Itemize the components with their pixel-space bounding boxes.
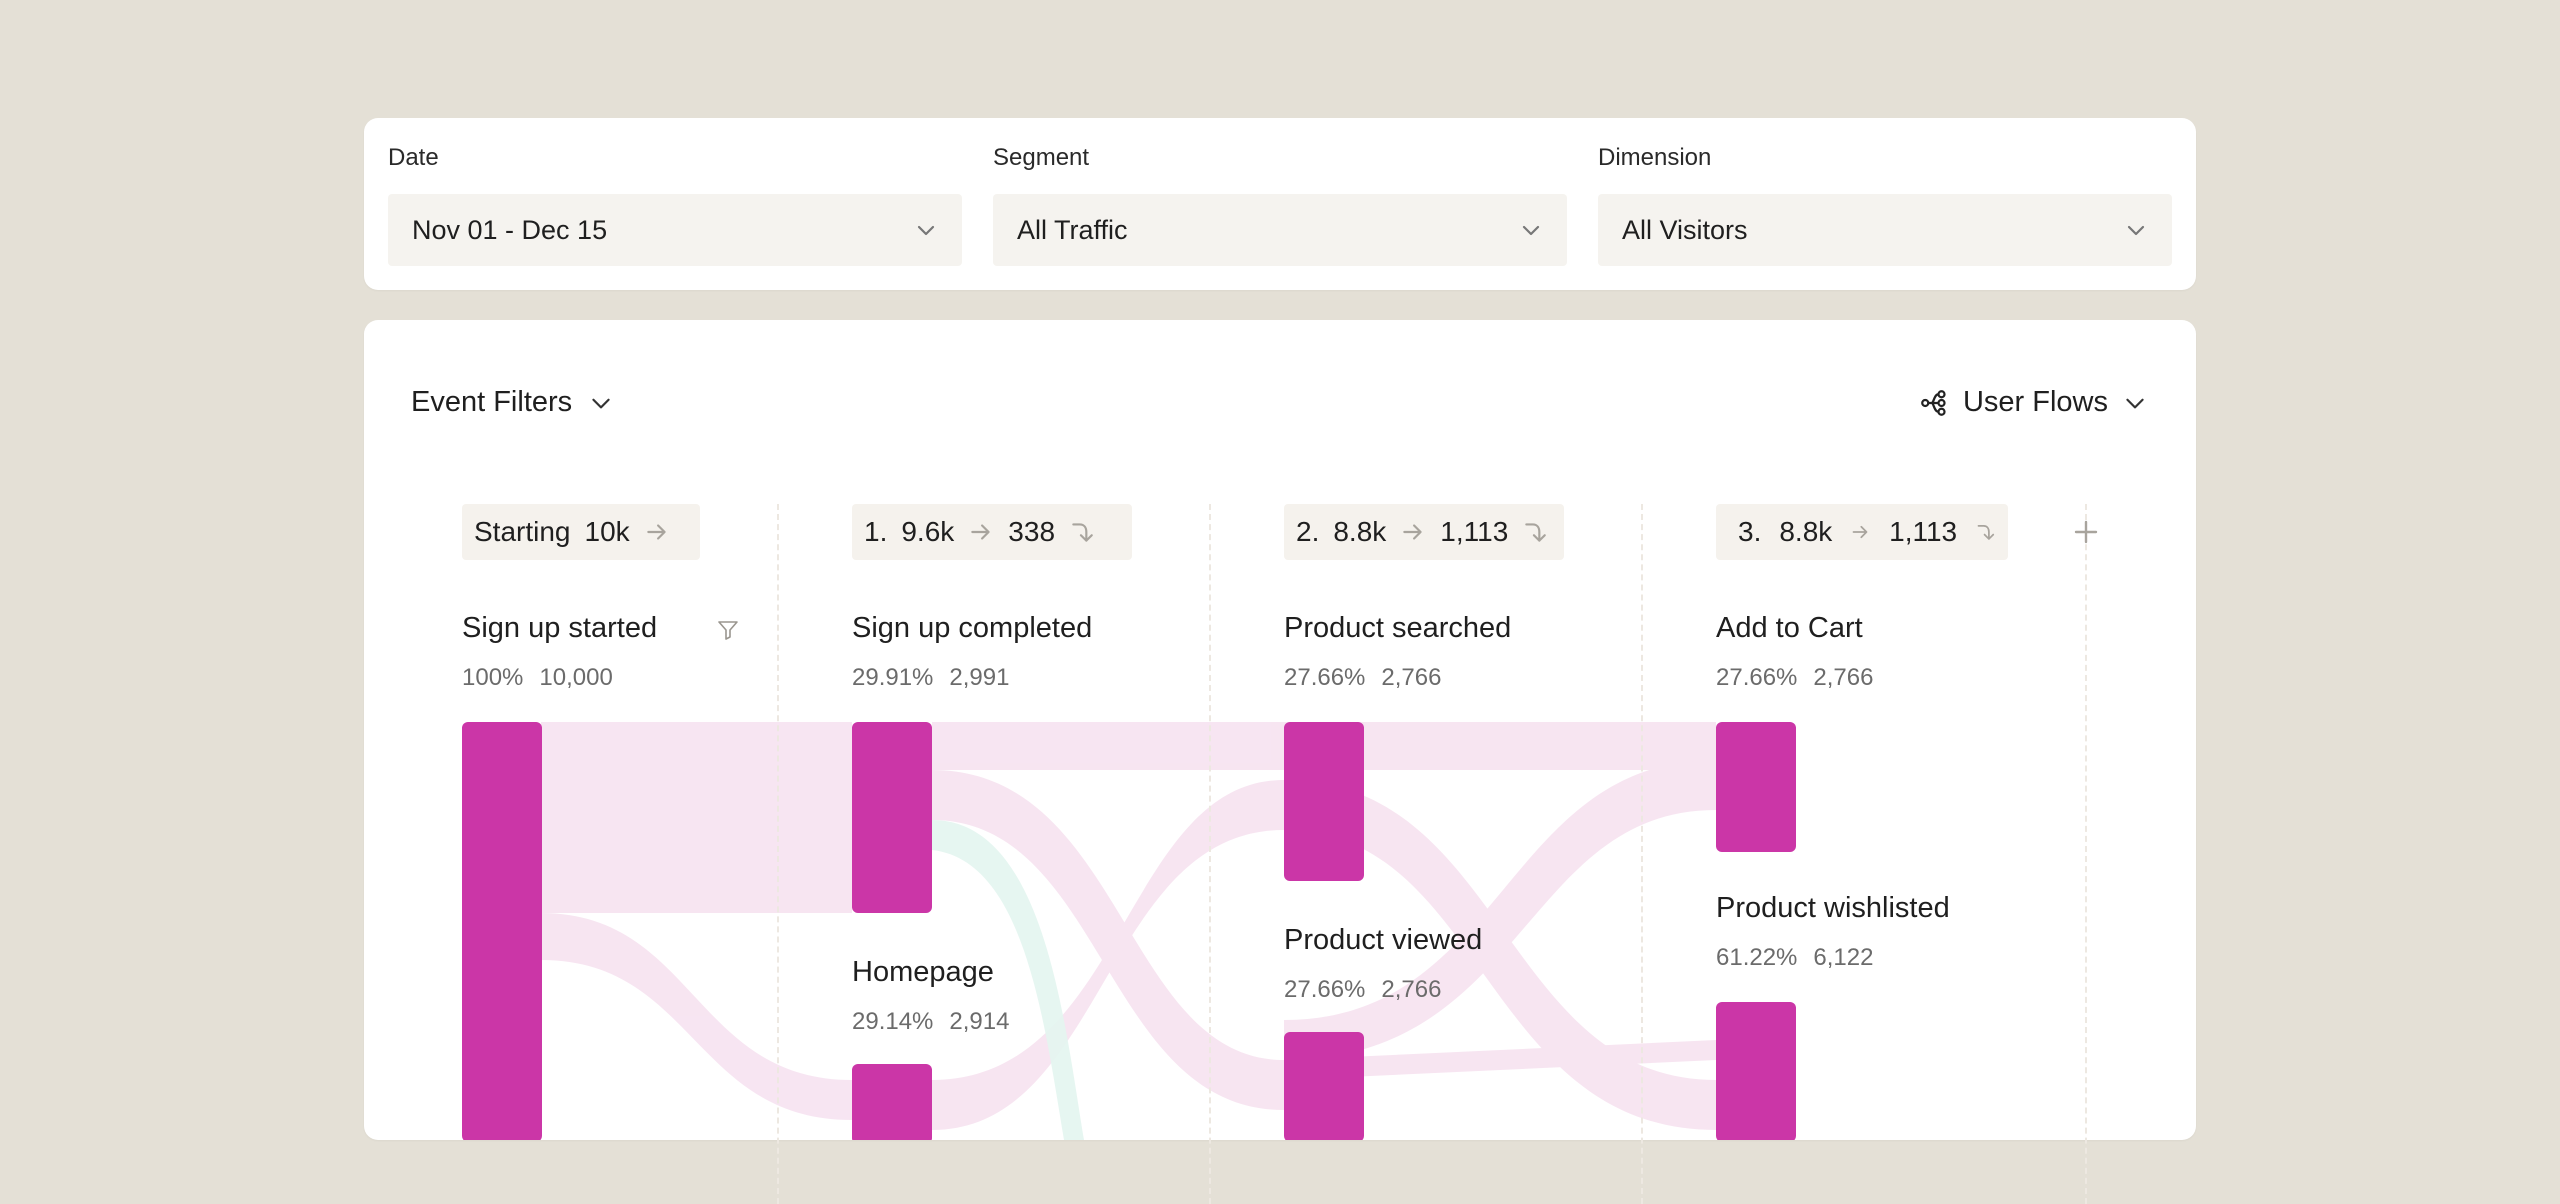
node-title-sign-up-started: Sign up started [462, 612, 658, 644]
dropoff-arrow-icon [1977, 525, 1995, 540]
plus-icon[interactable] [2064, 510, 2108, 554]
node-pct: 29.91% [852, 664, 934, 691]
arrow-right-icon [646, 524, 666, 540]
filters-panel: Date Nov 01 - Dec 15 Segment All Traffic… [364, 118, 2196, 290]
node-title-product-viewed: Product viewed [1284, 924, 1483, 956]
node-stats-product-wishlisted: 61.22% 6,122 [1716, 944, 1873, 972]
node-title-product-wishlisted: Product wishlisted [1716, 892, 1950, 924]
date-label: Date [388, 144, 439, 171]
step-pill-starting[interactable]: Starting 10k [462, 504, 700, 560]
node-count: 2,766 [1381, 976, 1442, 1003]
step-count: 10k [584, 516, 630, 547]
dimension-select[interactable]: All Visitors [1598, 194, 2172, 266]
arrow-right-icon [1852, 525, 1868, 539]
step-dropoff: 338 [1008, 516, 1056, 547]
step-index: 2. [1296, 516, 1320, 547]
node-bar-product-searched[interactable] [1284, 722, 1364, 881]
step-index: Starting [474, 516, 571, 547]
node-stats-product-searched: 27.66% 2,766 [1284, 664, 1441, 692]
flow-link [932, 722, 1284, 770]
flow-link [541, 722, 852, 913]
node-stats-add-to-cart: 27.66% 2,766 [1716, 664, 1873, 692]
flow-link [932, 780, 1284, 1130]
node-pct: 61.22% [1716, 944, 1798, 971]
dropoff-arrow-icon [1525, 523, 1547, 542]
segment-label: Segment [993, 144, 1090, 171]
filter-funnel-icon[interactable] [716, 618, 740, 642]
node-title-add-to-cart: Add to Cart [1716, 612, 1863, 644]
chevron-down-icon [2126, 398, 2144, 408]
step-index: 3. [1738, 516, 1762, 547]
arrow-right-icon [971, 524, 990, 540]
arrow-right-icon [1403, 524, 1422, 540]
dimension-value: All Visitors [1622, 214, 1748, 245]
node-count: 2,991 [949, 664, 1010, 691]
node-pct: 100% [462, 664, 524, 691]
flow-link [1284, 760, 1716, 1060]
flow-link-alt [932, 820, 1084, 1140]
step-pill-1[interactable]: 1. 9.6k 338 [852, 504, 1132, 560]
column-divider [777, 504, 779, 1204]
node-bar-product-viewed[interactable] [1284, 1032, 1364, 1140]
node-count: 6,122 [1813, 944, 1874, 971]
node-stats-sign-up-started: 100% 10,000 [462, 664, 613, 692]
chevron-down-icon [592, 398, 610, 408]
node-count: 2,766 [1813, 664, 1874, 691]
flow-diagram [462, 722, 1796, 1140]
step-dropoff: 1,113 [1889, 516, 1958, 547]
date-select[interactable]: Nov 01 - Dec 15 [388, 194, 962, 266]
step-count: 8.8k [1333, 516, 1387, 547]
dimension-label: Dimension [1598, 144, 1712, 171]
node-bar-product-wishlisted[interactable] [1716, 1002, 1796, 1140]
node-pct: 27.66% [1284, 664, 1366, 691]
node-title-homepage: Homepage [852, 956, 994, 988]
flow-link [541, 913, 852, 1120]
node-bar-sign-up-completed[interactable] [852, 722, 932, 913]
node-pct: 29.14% [852, 1008, 934, 1035]
event-filters-label: Event Filters [411, 386, 573, 418]
node-pct: 27.66% [1284, 976, 1366, 1003]
node-bar-homepage[interactable] [852, 1064, 932, 1140]
chevron-down-icon [2127, 225, 2145, 236]
step-count: 8.8k [1779, 516, 1833, 547]
segment-value: All Traffic [1017, 214, 1128, 245]
step-pill-3[interactable]: 3. 8.8k 1,113 [1716, 504, 2008, 560]
node-pct: 27.66% [1716, 664, 1798, 691]
user-flows-panel: Event Filters User Flows Starting 10k 1.… [364, 320, 2196, 1204]
flow-link [1284, 1040, 1716, 1080]
segment-select[interactable]: All Traffic [993, 194, 1567, 266]
node-bar-add-to-cart[interactable] [1716, 722, 1796, 852]
flow-graph-icon [1921, 389, 1946, 416]
node-count: 10,000 [539, 664, 613, 691]
step-count: 9.6k [901, 516, 955, 547]
node-stats-homepage: 29.14% 2,914 [852, 1008, 1009, 1036]
flow-link [932, 770, 1284, 1110]
step-dropoff: 1,113 [1440, 516, 1509, 547]
node-title-sign-up-completed: Sign up completed [852, 612, 1093, 644]
user-flows-dropdown[interactable]: User Flows [1919, 386, 2148, 419]
node-count: 2,914 [949, 1008, 1010, 1035]
chevron-down-icon [1522, 225, 1540, 236]
user-flows-label: User Flows [1962, 386, 2108, 418]
date-value: Nov 01 - Dec 15 [412, 214, 608, 245]
node-count: 2,766 [1381, 664, 1442, 691]
chevron-down-icon [917, 225, 935, 236]
node-bar-sign-up-started[interactable] [462, 722, 542, 1140]
node-stats-product-viewed: 27.66% 2,766 [1284, 976, 1441, 1004]
dropoff-arrow-icon [1072, 523, 1093, 542]
step-index: 1. [864, 516, 888, 547]
step-pill-2[interactable]: 2. 8.8k 1,113 [1284, 504, 1564, 560]
column-divider [1641, 504, 1643, 1204]
event-filters-dropdown[interactable]: Event Filters [411, 386, 614, 419]
node-title-product-searched: Product searched [1284, 612, 1512, 644]
node-stats-sign-up-completed: 29.91% 2,991 [852, 664, 1009, 692]
column-divider [2085, 504, 2087, 1204]
column-divider [1209, 504, 1211, 1204]
flow-link [1284, 722, 1716, 770]
